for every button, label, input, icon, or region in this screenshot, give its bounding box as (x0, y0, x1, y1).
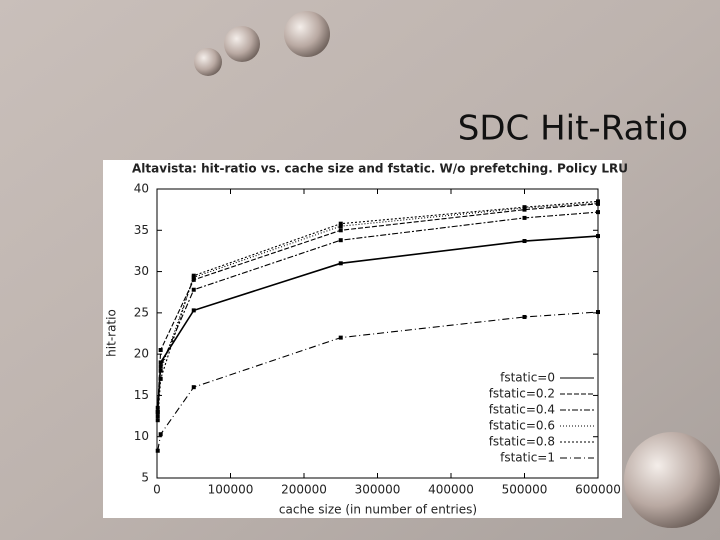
series-line (157, 202, 599, 417)
legend-label: fstatic=0.2 (489, 387, 555, 401)
x-tick-label: 500000 (502, 483, 548, 497)
point (158, 432, 163, 437)
legend-label: fstatic=0.6 (489, 419, 555, 433)
x-axis-label: cache size (in number of entries) (279, 503, 477, 517)
x-tick-label: 600000 (575, 483, 621, 497)
point (191, 308, 196, 313)
point (596, 234, 600, 239)
point (191, 273, 196, 278)
y-tick-label: 35 (134, 223, 149, 237)
chart-title: Altavista: hit-ratio vs. cache size and … (132, 162, 628, 176)
point (338, 335, 343, 340)
point (522, 314, 527, 319)
legend-label: fstatic=1 (500, 451, 555, 465)
point (338, 224, 343, 229)
point (158, 364, 163, 369)
point (596, 199, 600, 204)
point (158, 348, 163, 353)
y-tick-label: 40 (134, 182, 149, 196)
x-tick-label: 300000 (355, 483, 401, 497)
x-tick-label: 400000 (428, 483, 474, 497)
x-tick-label: 100000 (208, 483, 254, 497)
y-tick-label: 30 (134, 264, 149, 278)
series-line (157, 203, 599, 408)
point (596, 210, 600, 215)
point (155, 418, 160, 423)
point (522, 215, 527, 220)
y-tick-label: 15 (134, 388, 149, 402)
sphere (224, 26, 260, 62)
point (596, 310, 600, 315)
series-line (157, 311, 599, 451)
y-axis-label: hit-ratio (105, 309, 119, 357)
point (522, 239, 527, 244)
point (338, 261, 343, 266)
y-tick-label: 25 (134, 305, 149, 319)
legend-label: fstatic=0.4 (489, 403, 555, 417)
point (338, 238, 343, 243)
y-tick-label: 5 (141, 471, 149, 485)
point (522, 205, 527, 210)
x-tick-label: 200000 (281, 483, 327, 497)
point (155, 448, 160, 453)
y-tick-label: 10 (134, 429, 149, 443)
point (158, 376, 163, 381)
y-tick-label: 20 (134, 347, 149, 361)
point (338, 228, 343, 233)
sphere (624, 432, 720, 528)
point (158, 368, 163, 373)
point (158, 360, 163, 365)
x-tick-label: 0 (153, 483, 161, 497)
point (191, 277, 196, 282)
sphere (284, 11, 330, 57)
slide-title: SDC Hit-Ratio (458, 109, 688, 149)
legend-label: fstatic=0 (500, 371, 555, 385)
sphere (194, 48, 222, 76)
point (191, 385, 196, 390)
point (338, 221, 343, 226)
legend-label: fstatic=0.8 (489, 435, 555, 449)
chart-panel (103, 160, 622, 518)
point (191, 287, 196, 292)
point (155, 409, 160, 414)
